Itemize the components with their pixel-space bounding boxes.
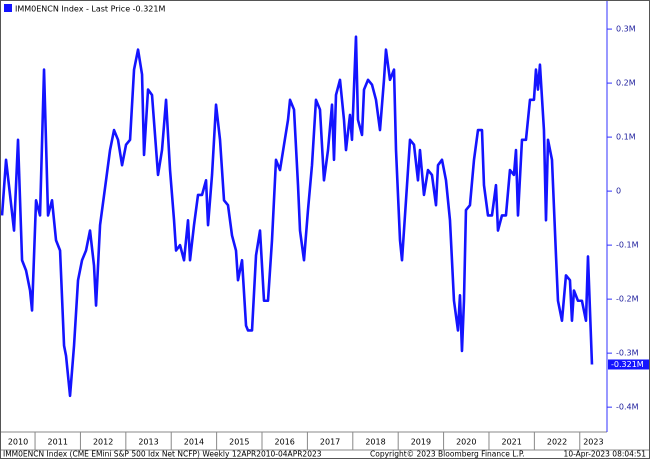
x-tick-label: 2011 — [48, 438, 68, 447]
y-tick-label: -0.1M — [616, 241, 639, 250]
x-tick-label: 2018 — [365, 438, 385, 447]
last-price-label: -0.321M — [611, 360, 644, 369]
x-tick-label: 2023 — [583, 438, 603, 447]
legend-label: IMM0ENCN Index - Last Price -0.321M — [15, 5, 165, 14]
y-tick-label: -0.3M — [616, 349, 639, 358]
x-tick-label: 2016 — [275, 438, 295, 447]
x-tick-label: 2020 — [456, 438, 476, 447]
x-tick-label: 2017 — [320, 438, 340, 447]
x-tick-label: 2012 — [93, 438, 113, 447]
y-tick-label: 0.2M — [616, 79, 636, 88]
x-tick-label: 2021 — [501, 438, 521, 447]
y-tick-label: 0 — [616, 187, 621, 196]
x-tick-label: 2010 — [8, 438, 28, 447]
x-tick-label: 2014 — [184, 438, 204, 447]
y-tick-label: -0.2M — [616, 295, 639, 304]
data-line — [0, 35, 594, 398]
legend-swatch — [4, 4, 12, 12]
footer-date: 10-Apr-2023 08:04:51 — [564, 450, 647, 459]
y-tick-label: 0.3M — [616, 25, 636, 34]
footer-source: IMM0ENCN Index (CME EMini S&P 500 Idx Ne… — [3, 450, 322, 459]
footer-copyright: Copyright© 2023 Bloomberg Finance L.P. — [370, 450, 525, 459]
x-tick-label: 2015 — [229, 438, 249, 447]
y-tick-label: -0.4M — [616, 403, 639, 412]
x-tick-label: 2019 — [411, 438, 431, 447]
last-price-box — [608, 359, 649, 370]
y-tick-label: 0.1M — [616, 133, 636, 142]
x-tick-label: 2013 — [138, 438, 158, 447]
x-tick-label: 2022 — [547, 438, 567, 447]
